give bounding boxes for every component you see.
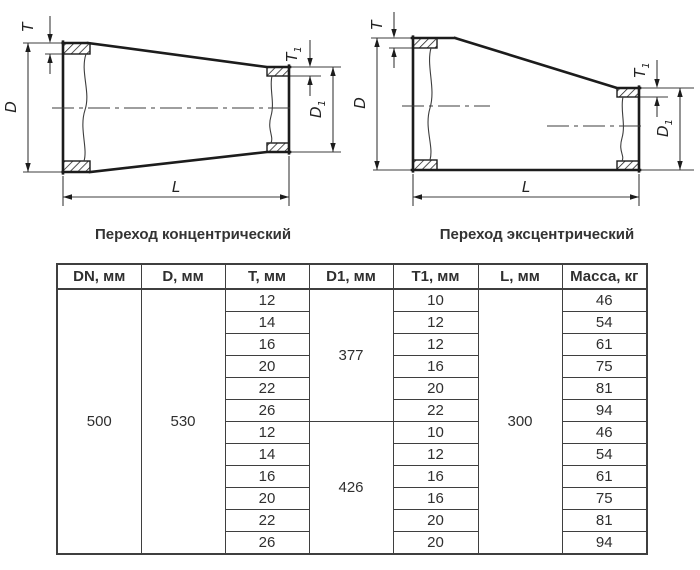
cell-t1: 16 bbox=[392, 355, 479, 378]
cell-t: 12 bbox=[224, 421, 310, 444]
cell-t1: 12 bbox=[392, 311, 479, 334]
table-row: 14 12 54 bbox=[57, 443, 648, 466]
cell-t1: 16 bbox=[392, 487, 479, 510]
cell-t: 26 bbox=[224, 399, 310, 422]
cell-d1: 426 bbox=[308, 421, 394, 555]
table-row: 12 426 10 46 bbox=[57, 421, 648, 555]
cell-mass: 61 bbox=[561, 333, 648, 356]
wall-hatch bbox=[62, 42, 91, 55]
cell-t1: 10 bbox=[392, 288, 479, 312]
wall-hatch bbox=[412, 37, 438, 49]
col-header-t: T, мм bbox=[224, 263, 310, 290]
dimension-T1: T1 bbox=[631, 60, 660, 117]
dimension-D: D bbox=[2, 43, 31, 172]
wall-hatch bbox=[412, 159, 438, 171]
cell-t: 14 bbox=[224, 311, 310, 334]
cell-t: 20 bbox=[224, 355, 310, 378]
wall-hatch bbox=[616, 87, 640, 98]
cell-t1: 22 bbox=[392, 399, 479, 422]
dim-label-D1: D1 bbox=[654, 119, 675, 137]
dim-label-T: T bbox=[19, 21, 37, 32]
cell-l: 300 bbox=[477, 288, 563, 555]
dimension-T: T bbox=[19, 16, 53, 74]
cell-mass: 75 bbox=[561, 355, 648, 378]
col-header-d1: D1, мм bbox=[308, 263, 394, 290]
table-row: 500 530 12 377 10 300 46 bbox=[56, 288, 648, 555]
wall-hatch bbox=[62, 160, 91, 173]
wall-hatch bbox=[616, 160, 640, 171]
col-header-d: D, мм bbox=[140, 263, 226, 290]
cell-t: 26 bbox=[224, 531, 310, 555]
spec-table-body: 500 530 12 377 10 300 46 14 12 54 16 12 61 20 16 75 22 20… bbox=[56, 288, 648, 555]
cell-mass: 54 bbox=[561, 443, 648, 466]
cell-t1: 12 bbox=[392, 333, 479, 356]
break-line bbox=[82, 53, 88, 162]
cell-t: 22 bbox=[224, 377, 310, 400]
dimension-D1: D1 bbox=[654, 88, 683, 170]
dimension-D: D bbox=[351, 38, 380, 170]
cell-mass: 46 bbox=[561, 421, 648, 444]
cell-t: 12 bbox=[224, 288, 310, 312]
table-row: 16 16 61 bbox=[57, 465, 648, 488]
dim-label-D: D bbox=[351, 97, 369, 109]
dim-label-L: L bbox=[172, 178, 180, 196]
cell-dn: 500 bbox=[56, 288, 142, 555]
dim-label-T1: T1 bbox=[283, 46, 304, 62]
col-header-t1: T1, мм bbox=[392, 263, 479, 290]
spec-table: DN, мм D, мм T, мм D1, мм T1, мм L, мм М… bbox=[56, 263, 648, 555]
dimension-L: L bbox=[62, 156, 290, 206]
cell-mass: 61 bbox=[561, 465, 648, 488]
pipe-outline bbox=[23, 40, 341, 175]
dim-label-T: T bbox=[368, 19, 386, 30]
table-row: 20 16 75 bbox=[57, 487, 648, 510]
cell-mass: 81 bbox=[561, 509, 648, 532]
table-row: 22 20 81 bbox=[57, 509, 648, 532]
dim-label-L: L bbox=[522, 178, 530, 196]
concentric-caption: Переход концентрический bbox=[94, 226, 292, 243]
cell-mass: 94 bbox=[561, 399, 648, 422]
cell-t1: 16 bbox=[392, 465, 479, 488]
table-row: 26 22 94 bbox=[57, 399, 648, 422]
cell-t: 20 bbox=[224, 487, 310, 510]
dimension-D1: D1 bbox=[307, 67, 336, 152]
eccentric-caption: Переход эксцентрический bbox=[439, 226, 635, 243]
wall-hatch bbox=[266, 66, 290, 77]
dim-label-T1: T1 bbox=[631, 62, 652, 78]
cell-t1: 20 bbox=[392, 509, 479, 532]
cell-t: 22 bbox=[224, 509, 310, 532]
eccentric-reducer-drawing: T D T1 D1 L bbox=[351, 12, 694, 206]
break-line bbox=[620, 96, 624, 162]
table-row: 26 20 94 bbox=[57, 531, 648, 555]
concentric-reducer-drawing: T D T1 D1 L bbox=[2, 16, 341, 206]
cell-t1: 10 bbox=[392, 421, 479, 444]
dim-label-D: D bbox=[2, 101, 20, 113]
pipe-outline bbox=[371, 35, 694, 173]
cell-t1: 20 bbox=[392, 531, 479, 555]
table-header-row: DN, мм D, мм T, мм D1, мм T1, мм L, мм М… bbox=[56, 263, 648, 290]
cell-t1: 12 bbox=[392, 443, 479, 466]
dimension-T: T bbox=[368, 12, 397, 68]
cell-t: 16 bbox=[224, 465, 310, 488]
dim-label-D1: D1 bbox=[307, 100, 328, 118]
cell-t: 16 bbox=[224, 333, 310, 356]
wall-hatch bbox=[266, 142, 290, 153]
col-header-dn: DN, мм bbox=[56, 263, 142, 290]
cell-d1: 377 bbox=[308, 288, 394, 422]
cell-mass: 54 bbox=[561, 311, 648, 334]
dimension-T1: T1 bbox=[283, 40, 313, 96]
col-header-mass: Масса, кг bbox=[561, 263, 648, 290]
cell-d: 530 bbox=[140, 288, 226, 555]
cell-mass: 81 bbox=[561, 377, 648, 400]
cell-t1: 20 bbox=[392, 377, 479, 400]
cell-mass: 46 bbox=[561, 288, 648, 312]
break-line bbox=[269, 75, 273, 144]
cell-mass: 94 bbox=[561, 531, 648, 555]
break-line bbox=[427, 47, 433, 161]
cell-mass: 75 bbox=[561, 487, 648, 510]
dimension-L: L bbox=[412, 174, 640, 206]
cell-t: 14 bbox=[224, 443, 310, 466]
col-header-l: L, мм bbox=[477, 263, 563, 290]
